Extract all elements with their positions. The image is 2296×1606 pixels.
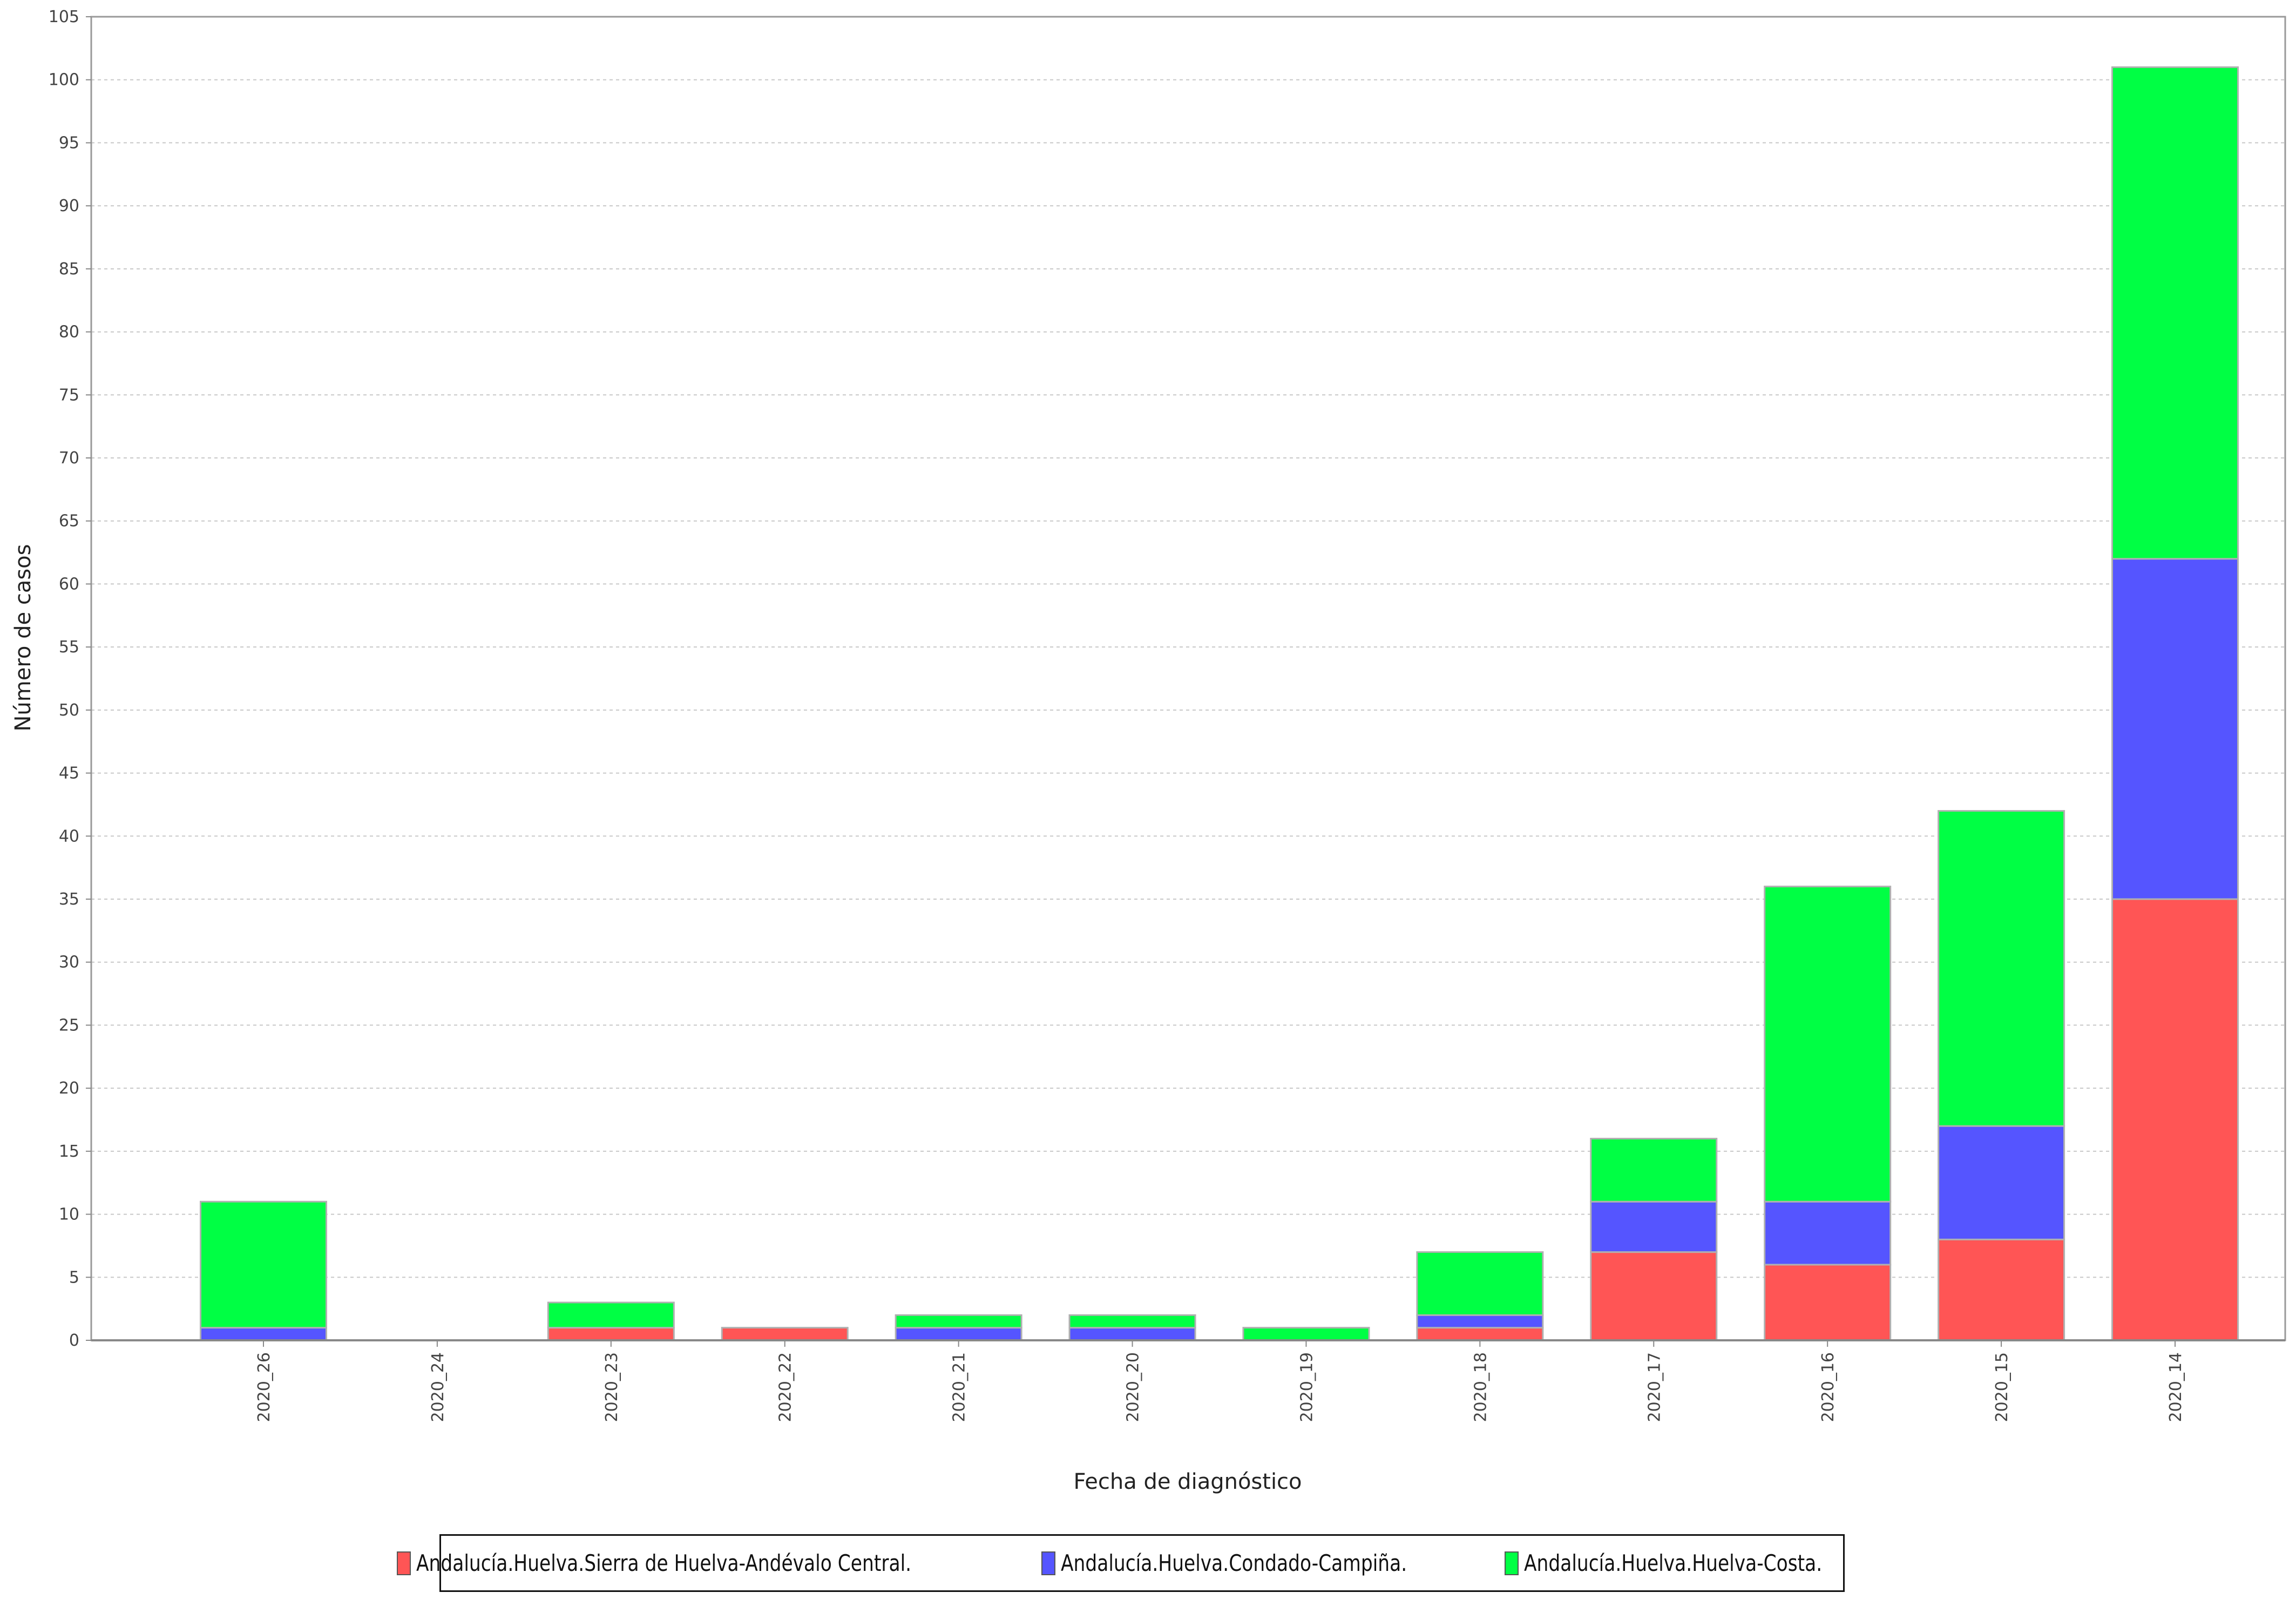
y-tick-label-80: 80 <box>59 323 79 342</box>
bar-2020_17-series-0 <box>1590 1251 1718 1341</box>
legend-label-costa: Andalucía.Huelva.Huelva-Costa. <box>1523 1550 1823 1576</box>
y-tick-label-45: 45 <box>59 764 79 783</box>
x-tick-label-2020_18: 2020_18 <box>1471 1352 1490 1422</box>
y-tick-label-55: 55 <box>59 638 79 657</box>
x-tick-label-2020_15: 2020_15 <box>1993 1352 2011 1422</box>
y-tick-label-90: 90 <box>59 197 79 215</box>
y-tick-label-30: 30 <box>59 953 79 972</box>
axes <box>90 16 2286 1341</box>
bar-2020_23-series-2 <box>547 1301 675 1329</box>
x-tick-label-2020_16: 2020_16 <box>1819 1352 1838 1422</box>
y-tick-label-50: 50 <box>59 701 79 720</box>
y-tick-label-75: 75 <box>59 386 79 404</box>
bar-2020_16-series-2 <box>1764 886 1892 1203</box>
y-tick-label-85: 85 <box>59 260 79 279</box>
bars <box>200 66 2239 1341</box>
x-tick-label-2020_24: 2020_24 <box>429 1352 448 1422</box>
bar-2020_14-series-1 <box>2111 558 2239 900</box>
legend: Andalucía.Huelva.Sierra de Huelva-Andéva… <box>396 1534 1845 1592</box>
bar-2020_18-series-1 <box>1416 1314 1544 1329</box>
bar-2020_21-series-2 <box>895 1314 1022 1329</box>
bar-2020_20-series-1 <box>1068 1327 1196 1341</box>
bar-2020_15-series-1 <box>1938 1125 2065 1240</box>
legend-label-condado: Andalucía.Huelva.Condado-Campiña. <box>1061 1550 1407 1576</box>
bar-2020_21-series-1 <box>895 1327 1022 1341</box>
y-tick-label-25: 25 <box>59 1016 79 1035</box>
legend-item-sierra: Andalucía.Huelva.Sierra de Huelva-Andéva… <box>396 1550 1020 1576</box>
bar-2020_20-series-2 <box>1068 1314 1196 1329</box>
gridlines <box>91 16 2285 1278</box>
y-tick-label-5: 5 <box>69 1268 79 1287</box>
x-tick-label-2020_20: 2020_20 <box>1124 1352 1143 1422</box>
bar-2020_17-series-2 <box>1590 1138 1718 1203</box>
legend-swatch-costa <box>1504 1551 1519 1575</box>
bar-2020_22-series-0 <box>721 1327 849 1341</box>
legend-swatch-sierra <box>396 1551 411 1575</box>
y-axis-title: Número de casos <box>11 544 36 732</box>
bar-2020_19-series-2 <box>1242 1327 1370 1341</box>
y-tick-label-100: 100 <box>49 71 79 90</box>
bar-2020_15-series-0 <box>1938 1238 2065 1341</box>
bar-2020_23-series-0 <box>547 1327 675 1341</box>
y-tick-label-65: 65 <box>59 512 79 531</box>
bar-2020_16-series-1 <box>1764 1200 1892 1266</box>
bar-2020_26-series-2 <box>200 1200 327 1329</box>
x-axis-title: Fecha de diagnóstico <box>1073 1469 1302 1494</box>
y-tick-label-15: 15 <box>59 1142 79 1161</box>
bar-2020_14-series-2 <box>2111 66 2239 560</box>
y-tick-label-95: 95 <box>59 133 79 152</box>
legend-item-costa: Andalucía.Huelva.Huelva-Costa. <box>1504 1550 1887 1576</box>
x-tick-label-2020_26: 2020_26 <box>255 1352 274 1422</box>
y-tick-label-10: 10 <box>59 1205 79 1224</box>
bar-2020_16-series-0 <box>1764 1264 1892 1341</box>
x-tick-label-2020_23: 2020_23 <box>602 1352 621 1422</box>
x-tick-label-2020_14: 2020_14 <box>2166 1352 2185 1422</box>
y-tick-label-70: 70 <box>59 449 79 468</box>
x-tick-label-2020_21: 2020_21 <box>950 1352 969 1422</box>
bar-2020_18-series-2 <box>1416 1251 1544 1316</box>
legend-swatch-condado <box>1041 1551 1056 1575</box>
bar-2020_15-series-2 <box>1938 810 2065 1127</box>
x-tick-label-2020_22: 2020_22 <box>776 1352 795 1422</box>
x-tick-labels: 2020_26 2020_24 2020_23 2020_22 2020_21 2020_… <box>255 1340 2185 1422</box>
bar-2020_14-series-0 <box>2111 898 2239 1341</box>
y-tick-label-60: 60 <box>59 575 79 593</box>
y-tick-label-40: 40 <box>59 827 79 846</box>
y-tick-label-20: 20 <box>59 1079 79 1098</box>
x-tick-label-2020_19: 2020_19 <box>1297 1352 1316 1422</box>
legend-item-condado: Andalucía.Huelva.Condado-Campiña. <box>1041 1550 1483 1576</box>
bar-2020_26-series-1 <box>200 1327 327 1341</box>
bar-2020_18-series-0 <box>1416 1327 1544 1341</box>
x-tick-label-2020_17: 2020_17 <box>1645 1352 1664 1422</box>
y-tick-label-105: 105 <box>49 8 79 26</box>
y-tick-label-0: 0 <box>69 1331 79 1350</box>
legend-label-sierra: Andalucía.Huelva.Sierra de Huelva-Andéva… <box>416 1550 911 1576</box>
bar-2020_17-series-1 <box>1590 1200 1718 1253</box>
y-tick-label-35: 35 <box>59 890 79 909</box>
y-tick-labels: 0 5 10 15 20 25 30 35 40 45 50 55 60 65 70 75 80 85 90 95 10… <box>49 8 91 1350</box>
